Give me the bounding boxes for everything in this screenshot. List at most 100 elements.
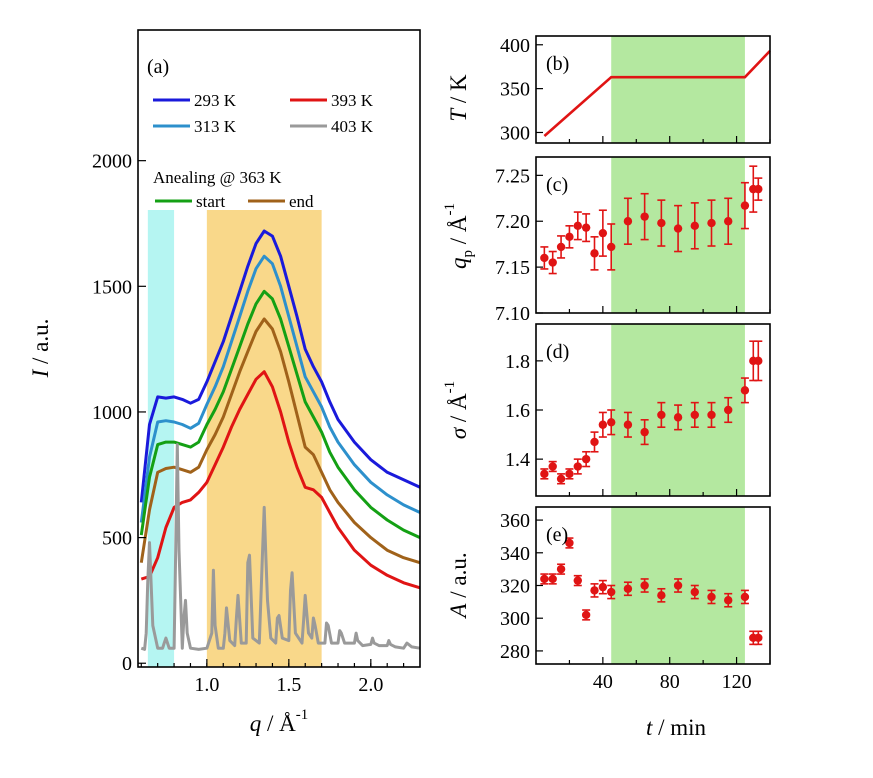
marker — [673, 413, 683, 422]
panel-e-ylabel: A / a.u. — [446, 552, 471, 619]
panel-b-highlight — [611, 36, 745, 143]
panel-a-xtick-label: 1.5 — [276, 674, 301, 696]
marker — [690, 587, 699, 597]
panel-e-point — [548, 573, 557, 585]
panel-e-point — [540, 573, 549, 585]
legend-label-start: start — [196, 192, 226, 211]
marker — [540, 574, 549, 584]
marker — [556, 242, 566, 252]
panel-a-lines — [139, 229, 421, 651]
panel-d-point — [640, 419, 649, 446]
panel-c-label: (c) — [546, 174, 568, 196]
panel-a: 0 500 1000 1500 2000 1.0 1.5 2.0 (a) 293 K 313 … — [28, 29, 421, 736]
marker — [598, 228, 608, 238]
panel-e-ytick-label: 280 — [500, 641, 530, 663]
panel-c-point — [657, 199, 666, 247]
panel-e-point — [740, 589, 750, 605]
marker — [673, 224, 683, 233]
panel-e-point — [556, 563, 566, 575]
panel-e-xlabel: t / min — [646, 715, 707, 740]
panel-a-ytick-label: 500 — [102, 528, 132, 550]
panel-d: 1.4 1.6 1.8 (d) — [505, 323, 771, 497]
panel-e-point — [657, 587, 666, 603]
marker — [657, 410, 666, 420]
panel-e-xtick-label: 80 — [660, 671, 680, 693]
panel-a-ytick-label: 0 — [122, 653, 132, 675]
panel-c-point — [690, 202, 699, 250]
panel-e-ytick-label: 340 — [500, 543, 530, 565]
panel-b-frame — [535, 35, 771, 144]
marker — [724, 217, 733, 226]
panel-d-ytick-label: 1.8 — [505, 351, 530, 373]
panel-a-ytick-label: 1500 — [92, 276, 132, 298]
marker — [657, 218, 666, 228]
legend-label-393: 393 K — [331, 91, 374, 110]
marker — [707, 218, 716, 228]
panel-d-point — [724, 396, 733, 424]
marker — [590, 437, 599, 447]
series-end — [139, 317, 421, 565]
marker — [673, 581, 683, 590]
panel-d-ytick-label: 1.4 — [505, 449, 530, 471]
marker — [556, 564, 566, 574]
panel-a-xtick-label: 2.0 — [358, 674, 383, 696]
panel-d-point — [556, 473, 566, 485]
panel-a-ticks: 0 500 1000 1500 2000 1.0 1.5 2.0 — [92, 151, 405, 696]
panel-b-label: (b) — [546, 53, 569, 75]
legend-annealing-title: Anealing @ 363 K — [153, 168, 282, 187]
panel-a-frame — [137, 29, 421, 668]
panel-e-xtick-label: 120 — [722, 671, 752, 693]
panel-c-ytick-label: 7.15 — [495, 257, 530, 279]
marker — [724, 405, 733, 415]
marker — [623, 584, 633, 593]
panel-a-ytick-label: 1000 — [92, 402, 132, 424]
marker — [548, 462, 557, 471]
marker — [754, 356, 763, 366]
marker — [607, 587, 616, 597]
marker — [607, 242, 616, 252]
panel-b-ylabel: T / K — [446, 74, 471, 122]
marker — [548, 258, 557, 267]
marker — [573, 221, 582, 231]
panel-c-point — [590, 236, 599, 271]
marker — [598, 582, 608, 592]
marker — [581, 223, 591, 232]
panel-c-point — [707, 199, 716, 247]
panel-c-point — [673, 204, 683, 253]
marker — [573, 462, 582, 471]
marker — [565, 469, 574, 479]
legend-label-293: 293 K — [194, 91, 237, 110]
panel-e-point — [573, 574, 582, 587]
panel-d-label: (d) — [546, 341, 569, 363]
panel-c: 7.10 7.15 7.20 7.25 (c) — [495, 156, 771, 325]
panel-e-point — [754, 630, 763, 646]
panel-e-ytick-label: 320 — [500, 576, 530, 598]
panel-c-point — [724, 197, 733, 245]
panel-a-ytick-label: 2000 — [92, 151, 132, 173]
panel-c-point — [556, 235, 566, 259]
marker — [740, 386, 750, 395]
marker — [565, 538, 574, 548]
panel-c-point — [607, 223, 616, 271]
marker — [690, 410, 699, 420]
panel-c-point — [740, 181, 750, 230]
panel-d-point — [598, 411, 608, 438]
panel-c-point — [548, 250, 557, 275]
panel-b-line — [543, 50, 771, 137]
panel-c-ytick-label: 7.25 — [495, 165, 530, 187]
series-393-k — [140, 370, 421, 590]
panel-d-point — [740, 377, 750, 404]
panel-e-point — [623, 581, 633, 597]
marker — [590, 249, 599, 258]
panel-c-point — [565, 225, 574, 249]
panel-e-label: (e) — [546, 524, 568, 546]
panel-b: 300 350 400 (b) — [500, 35, 771, 144]
marker — [623, 217, 633, 226]
panel-d-point — [565, 468, 574, 480]
panel-b-ytick-label: 350 — [500, 79, 530, 101]
panel-d-point — [540, 468, 549, 480]
panel-e-point — [690, 584, 699, 600]
panel-c-point — [598, 209, 608, 257]
panel-e-point — [598, 579, 608, 595]
